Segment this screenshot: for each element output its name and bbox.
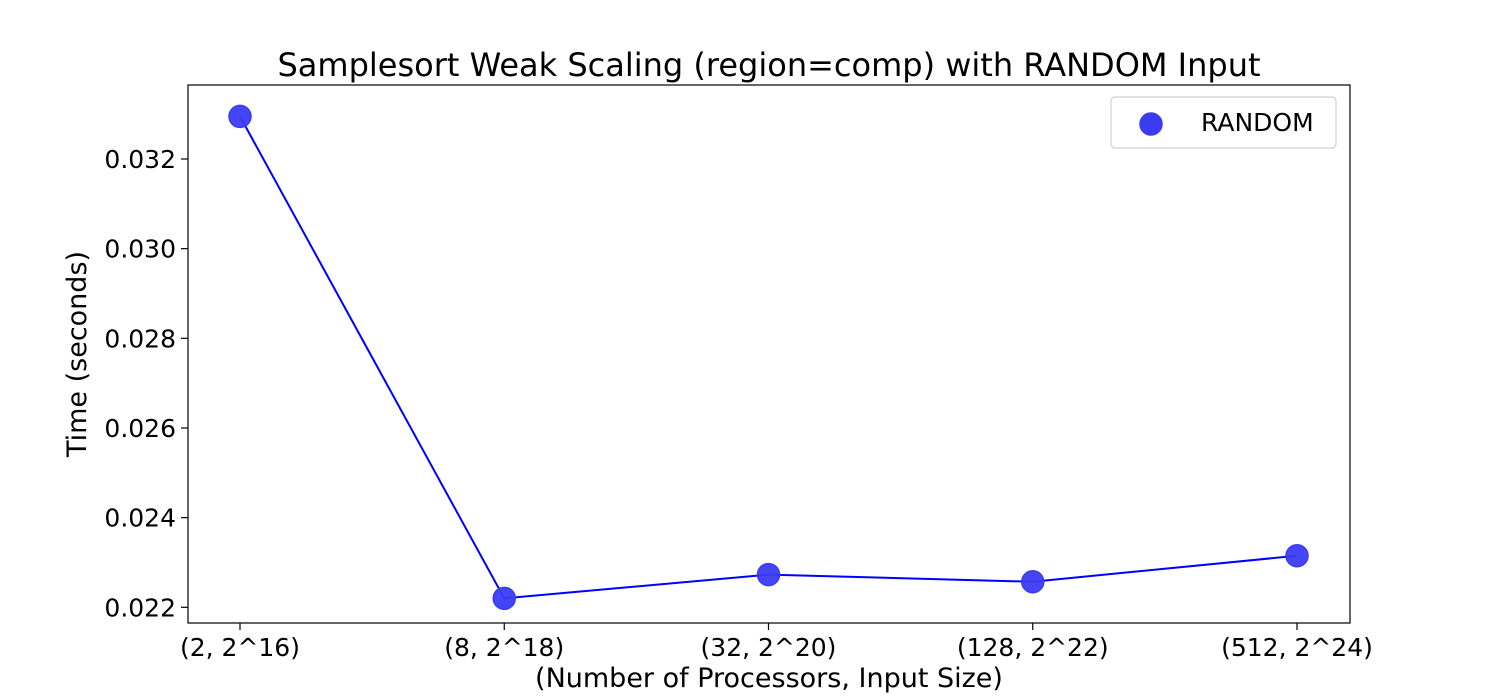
x-tick-label: (512, 2^24) [1221,633,1373,662]
x-axis: (2, 2^16) (8, 2^18) (32, 2^20) (128, 2^22) (… [180,623,1373,662]
plot-area [187,84,1351,624]
legend-marker [1139,112,1163,136]
x-tick-label: (128, 2^22) [957,633,1109,662]
data-point [492,586,516,611]
x-tick-label: (8, 2^18) [444,633,564,662]
data-point [1285,544,1309,568]
series-random [228,104,1309,611]
data-point [756,562,781,587]
y-axis: 0.022 0.024 0.026 0.028 0.030 0.032 [104,145,188,622]
y-tick-label: 0.022 [104,593,176,622]
data-point [228,104,252,129]
y-axis-label: Time (seconds) [62,251,93,458]
y-tick-label: 0.026 [104,414,176,443]
series-line [239,115,1298,600]
y-tick-label: 0.028 [104,324,176,353]
x-axis-label: (Number of Processors, Input Size) [535,663,1003,694]
legend-label: RANDOM [1201,108,1314,137]
y-tick-label: 0.024 [104,504,176,533]
legend: RANDOM [1110,96,1337,149]
legend-box [1110,96,1337,149]
y-tick-label: 0.030 [104,235,176,264]
chart-title: Samplesort Weak Scaling (region=comp) wi… [277,46,1260,84]
y-tick-label: 0.032 [104,145,176,174]
x-tick-label: (2, 2^16) [180,633,300,662]
data-point [1021,570,1045,594]
x-tick-label: (32, 2^20) [701,633,837,662]
